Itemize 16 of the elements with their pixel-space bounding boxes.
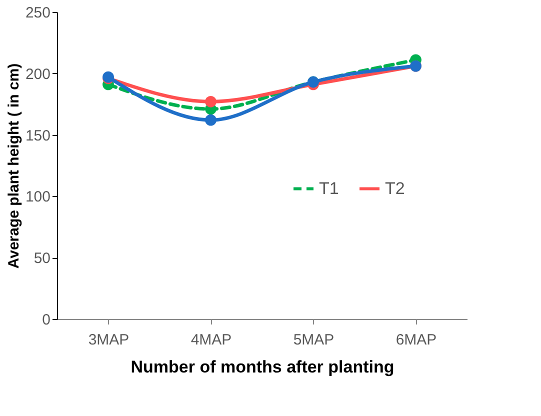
x-tick-label: 4MAP — [190, 332, 232, 348]
x-tick-label: 5MAP — [293, 332, 334, 348]
y-tick-label: 200 — [25, 66, 50, 83]
x-axis-title: Number of months after planting — [130, 358, 394, 376]
y-tick-label: 0 — [42, 312, 50, 328]
y-tick-label: 150 — [25, 127, 50, 144]
legend-label: T2 — [385, 178, 405, 198]
y-tick-label: 250 — [25, 4, 50, 22]
point — [205, 114, 216, 126]
point — [205, 96, 216, 108]
legend-label: T1 — [319, 178, 339, 198]
y-axis-title: Average plant height ( in cm) — [5, 63, 22, 269]
y-tick-label: 100 — [25, 188, 50, 206]
y-tick-label: 50 — [34, 250, 50, 268]
x-tick-label: 6MAP — [396, 332, 437, 348]
x-tick-label: 3MAP — [88, 332, 130, 348]
